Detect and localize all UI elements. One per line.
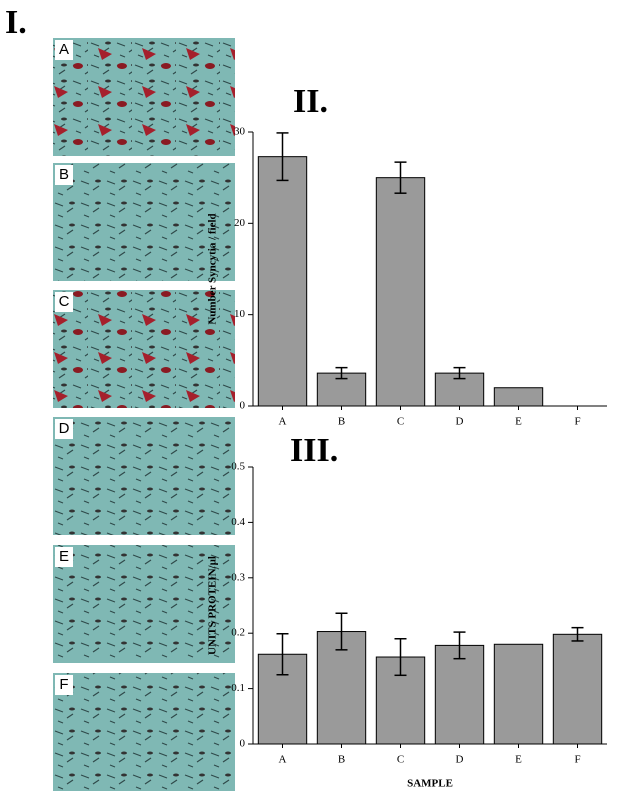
x-tick-label: C (397, 416, 404, 428)
micrograph (53, 545, 235, 663)
x-tick-label: B (338, 754, 345, 766)
panel-label: I. (5, 4, 27, 41)
y-tick-label: 20 (234, 217, 246, 229)
image-label-box (55, 547, 73, 567)
x-tick-label: D (456, 416, 464, 428)
y-tick-label: 0.4 (231, 516, 245, 528)
x-tick-label: F (574, 754, 580, 766)
y-axis-label: Number Syncytia / field (207, 213, 219, 324)
micrograph (53, 417, 235, 535)
y-tick-label: 10 (234, 308, 246, 320)
x-tick-label: C (397, 754, 404, 766)
x-tick-label: E (515, 754, 522, 766)
x-tick-label: A (279, 754, 287, 766)
image-label: C (59, 293, 70, 310)
y-tick-label: 0 (240, 400, 246, 412)
bar (493, 643, 544, 745)
x-tick-label: E (515, 416, 522, 428)
image-label: B (59, 166, 69, 183)
y-tick-label: 0.3 (231, 571, 245, 583)
image-label-box (55, 292, 73, 312)
bar (375, 177, 426, 407)
image-label-box (55, 675, 73, 695)
bar (434, 644, 485, 745)
image-label: E (59, 548, 69, 565)
x-tick-label: F (574, 416, 580, 428)
x-axis-label: SAMPLE (407, 778, 453, 790)
y-tick-label: 0 (240, 738, 246, 750)
image-label: F (59, 676, 68, 693)
image-label-box (55, 419, 73, 439)
chart-title: II. (293, 83, 328, 120)
y-tick-label: 30 (234, 126, 246, 138)
micrograph (53, 673, 235, 791)
image-label: A (59, 41, 69, 58)
micrograph (53, 38, 235, 156)
image-label: D (59, 420, 70, 437)
y-tick-label: 0.2 (231, 627, 245, 639)
bar (257, 156, 308, 407)
y-tick-label: 0.5 (231, 461, 245, 473)
x-tick-label: A (279, 416, 287, 428)
y-axis-label: UNITS PROTEIN/µl (207, 556, 219, 655)
micrograph (53, 290, 235, 408)
chart-title: III. (290, 432, 338, 469)
image-label-box (55, 165, 73, 185)
micrograph (53, 163, 235, 281)
image-label-box (55, 40, 73, 60)
bar (552, 633, 603, 745)
x-tick-label: B (338, 416, 345, 428)
y-tick-label: 0.1 (231, 682, 245, 694)
bar (493, 387, 544, 407)
x-tick-label: D (456, 754, 464, 766)
